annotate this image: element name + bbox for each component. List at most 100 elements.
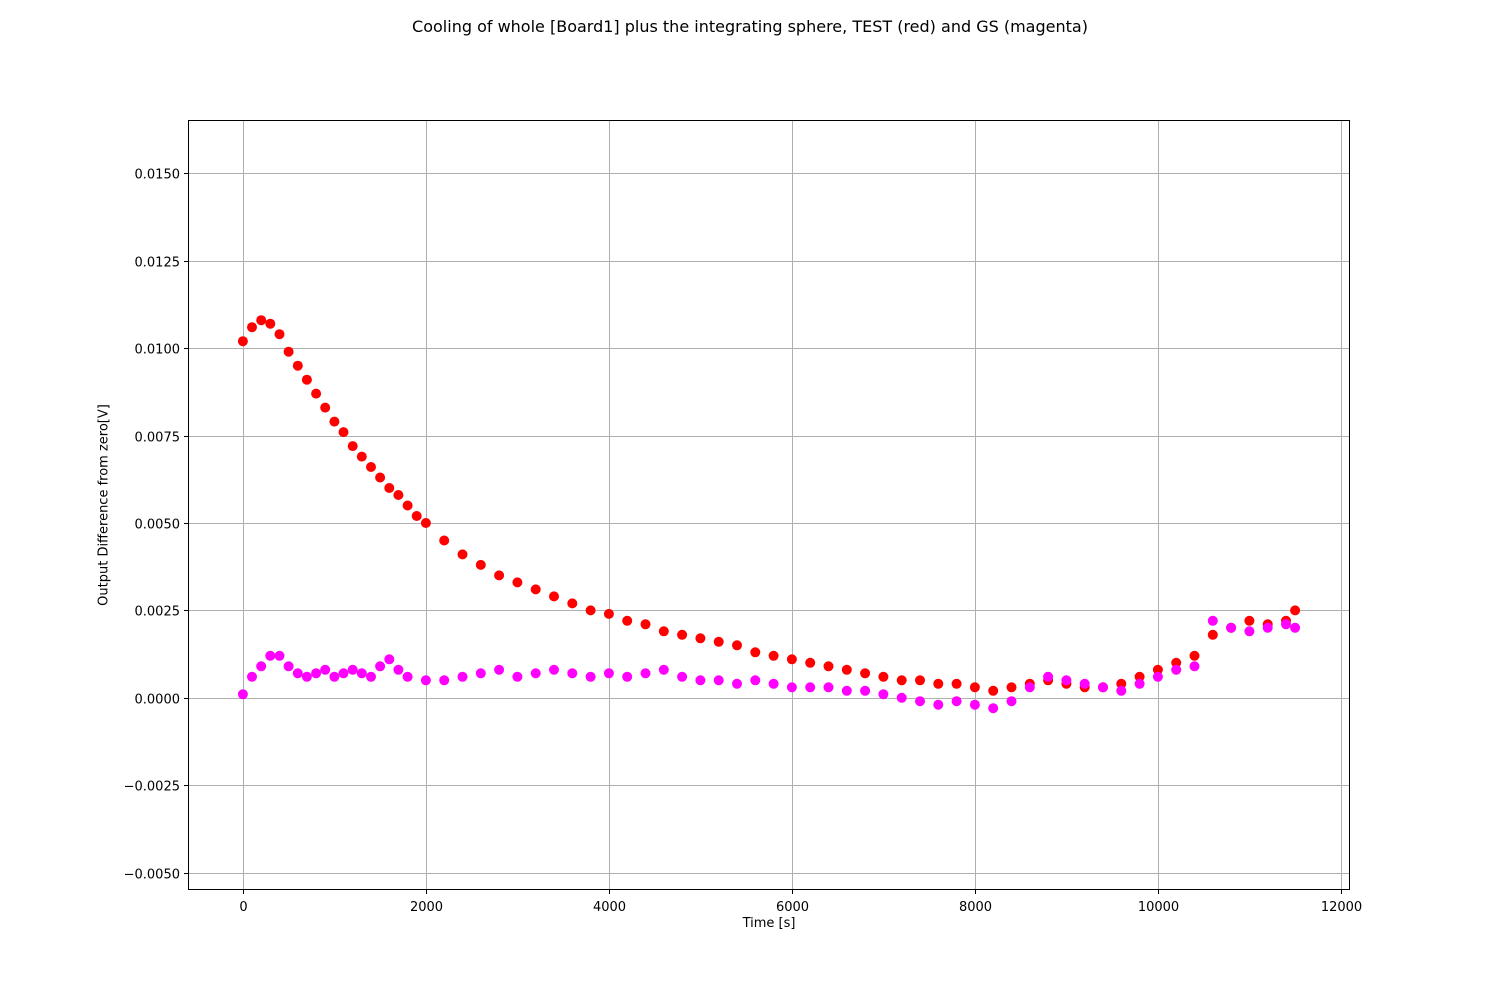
data-point [375, 661, 386, 672]
data-point [247, 671, 257, 682]
data-points [237, 315, 1301, 714]
data-point [603, 668, 614, 679]
data-point [265, 650, 276, 661]
y-axis-label: Output Difference from zero[V] [96, 404, 112, 606]
y-tick-label: 0.0150 [135, 168, 181, 183]
data-point [347, 441, 358, 452]
series-0-points [237, 315, 1301, 696]
data-point [237, 336, 248, 347]
data-point [567, 668, 578, 679]
data-point [585, 671, 596, 682]
data-point [1134, 678, 1145, 689]
data-point [1043, 671, 1054, 682]
data-point [860, 668, 871, 679]
data-point [549, 591, 559, 602]
data-point [411, 511, 422, 521]
data-point [1116, 678, 1127, 689]
y-tick-label: 0.0000 [135, 693, 181, 708]
data-point [988, 703, 999, 714]
data-point [439, 535, 450, 546]
data-point [402, 500, 413, 511]
data-point [457, 549, 468, 560]
data-point [311, 668, 322, 679]
data-point [915, 696, 925, 707]
data-point [1116, 685, 1127, 696]
data-point [695, 633, 706, 644]
data-point [713, 636, 724, 647]
data-point [256, 315, 267, 326]
data-point [896, 692, 907, 703]
data-point [1152, 664, 1163, 675]
data-point [878, 671, 889, 682]
data-point [805, 682, 816, 693]
data-point [768, 650, 779, 661]
data-point [732, 678, 742, 689]
data-point [512, 577, 523, 588]
data-point [567, 598, 578, 609]
data-point [1281, 619, 1291, 630]
x-tick-label: 10000 [1138, 900, 1179, 915]
data-point [1134, 671, 1145, 682]
y-tick-label: 0.0050 [135, 518, 181, 533]
data-point [329, 416, 340, 427]
data-point [823, 682, 834, 693]
data-point [366, 462, 376, 472]
data-point [274, 650, 285, 661]
data-point [320, 664, 331, 675]
data-point [622, 615, 633, 626]
data-point [366, 671, 376, 682]
data-point [1171, 664, 1182, 675]
data-point [439, 675, 450, 686]
data-point [320, 402, 331, 413]
chart-title: Cooling of whole [Board1] plus the integ… [412, 17, 1088, 36]
data-point [823, 661, 834, 672]
data-point [283, 661, 294, 672]
axes-frame [188, 120, 1350, 890]
data-point [338, 668, 349, 679]
data-point [1189, 661, 1200, 672]
data-point [1098, 682, 1108, 693]
data-point [1207, 615, 1218, 626]
data-point [1207, 629, 1218, 640]
data-point [969, 682, 980, 693]
data-point [841, 685, 852, 696]
data-point [265, 318, 276, 329]
data-point [677, 629, 688, 640]
data-point [237, 689, 248, 700]
data-point [530, 584, 541, 595]
data-point [475, 559, 486, 570]
data-point [677, 671, 688, 682]
y-tick-label: −0.0025 [124, 780, 180, 795]
data-point [1262, 622, 1273, 633]
data-point [1290, 605, 1301, 616]
data-point [338, 427, 349, 438]
data-point [1189, 650, 1200, 661]
x-tick-label: 6000 [776, 900, 809, 915]
data-point [933, 699, 944, 710]
data-point [256, 661, 267, 672]
data-point [658, 626, 669, 637]
data-point [1061, 675, 1072, 686]
data-point [805, 657, 816, 668]
data-point [512, 671, 523, 682]
data-point [860, 685, 871, 696]
data-point [420, 518, 431, 528]
data-point [1226, 622, 1237, 633]
x-tick-label: 2000 [410, 900, 443, 915]
data-point [933, 678, 944, 689]
data-point [393, 490, 404, 500]
data-point [786, 682, 797, 693]
data-point [896, 675, 907, 686]
data-point [951, 678, 962, 689]
y-tick-label: 0.0100 [135, 343, 181, 358]
data-point [393, 664, 404, 675]
data-point [1006, 696, 1017, 707]
data-point [1006, 682, 1017, 693]
data-point [841, 664, 852, 675]
x-tick-label: 4000 [593, 900, 626, 915]
data-point [329, 671, 340, 682]
data-point [969, 699, 980, 710]
x-axis-label: Time [s] [742, 916, 796, 931]
data-point [311, 388, 322, 399]
y-tick-label: 0.0025 [135, 605, 181, 620]
